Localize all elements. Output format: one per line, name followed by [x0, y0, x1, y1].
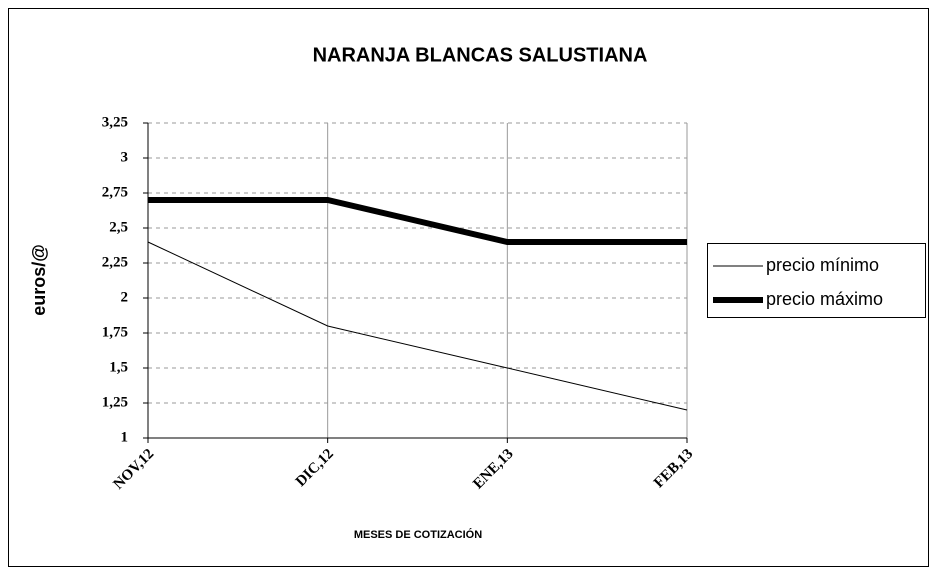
y-axis-label: euros/@ [29, 244, 49, 316]
y-tick-label: 2,25 [102, 254, 128, 270]
line [148, 197, 687, 245]
y-tick-label: 2,75 [102, 184, 128, 200]
y-tick-label: 1,75 [102, 324, 128, 340]
y-tick-label: 1 [121, 429, 129, 445]
y-tick-label: 3 [121, 149, 129, 165]
line [147, 241, 688, 411]
chart-title: NARANJA BLANCAS SALUSTIANA [313, 44, 648, 66]
x-axis-label: MESES DE COTIZACIÓN [354, 528, 482, 541]
y-tick-label: 2 [121, 289, 129, 305]
y-tick-label: 1,5 [109, 359, 128, 375]
y-tick-label: 2,5 [109, 219, 128, 235]
y-tick-label: 3,25 [102, 114, 128, 130]
y-tick-label: 1,25 [102, 394, 128, 410]
legend-label: precio mínimo [766, 255, 879, 275]
legend-label: precio máximo [766, 289, 883, 309]
legend [707, 243, 926, 318]
